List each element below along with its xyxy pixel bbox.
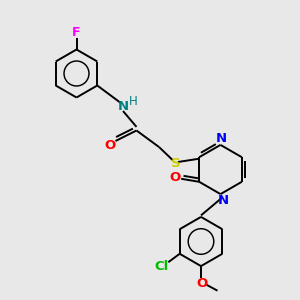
Text: O: O <box>196 277 207 290</box>
Text: H: H <box>129 94 138 108</box>
Text: F: F <box>72 26 81 40</box>
Text: O: O <box>104 139 116 152</box>
Text: Cl: Cl <box>154 260 169 274</box>
Text: O: O <box>169 171 180 184</box>
Text: N: N <box>218 194 229 207</box>
Text: N: N <box>117 100 129 113</box>
Text: N: N <box>215 132 227 145</box>
Text: S: S <box>171 157 180 170</box>
